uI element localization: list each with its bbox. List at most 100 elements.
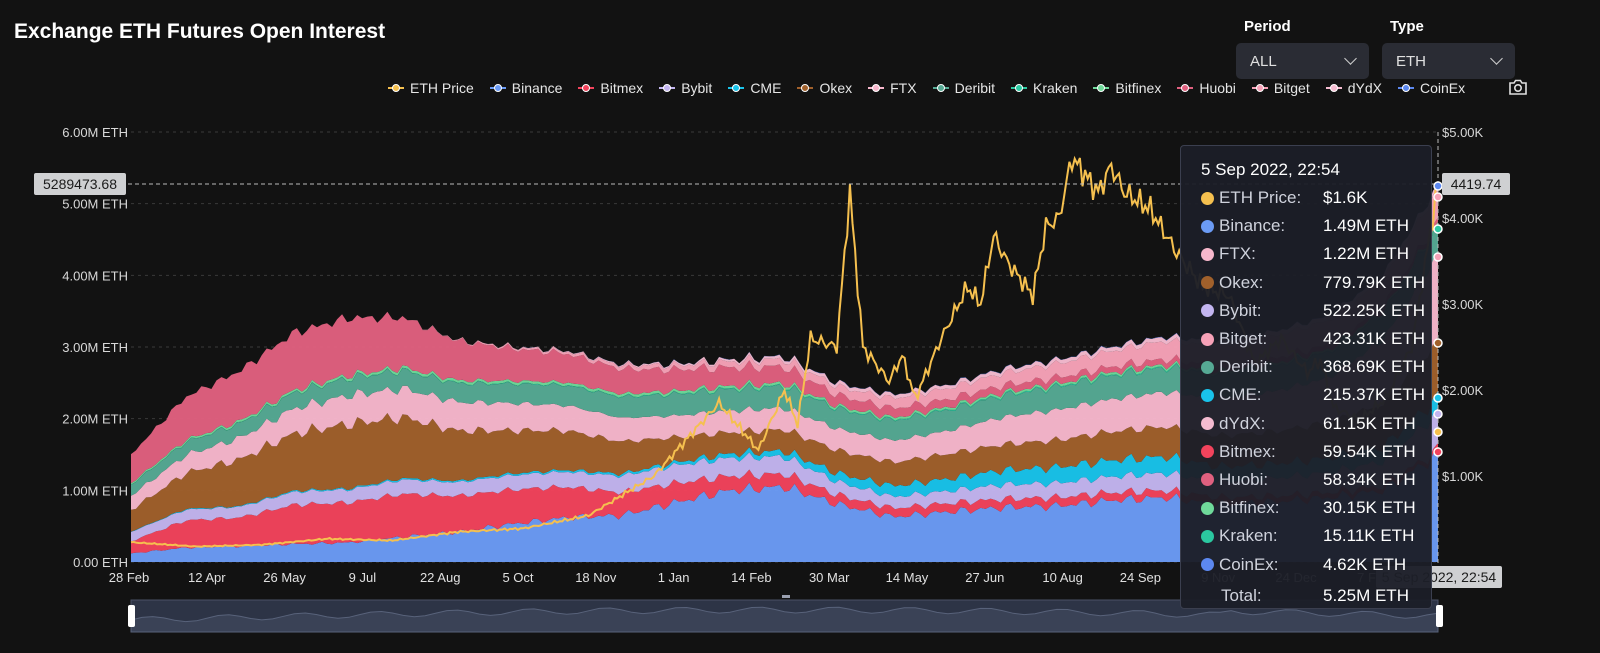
tooltip-row-name: Bitfinex:	[1219, 498, 1280, 518]
tooltip-row: dYdX: 61.15K ETH	[1201, 410, 1431, 438]
tooltip-row-value: 1.49M ETH	[1323, 216, 1409, 236]
legend-swatch	[1251, 83, 1268, 93]
legend-label: ETH Price	[410, 80, 474, 96]
tooltip-row-name: dYdX:	[1219, 413, 1266, 433]
y2-tick-label: $3.00K	[1442, 297, 1484, 312]
series-end-marker	[1433, 447, 1443, 457]
tooltip-row-value: 4.62K ETH	[1323, 554, 1407, 574]
legend-item-kraken[interactable]: Kraken	[1011, 80, 1077, 96]
tooltip-date: 5 Sep 2022, 22:54	[1201, 160, 1340, 179]
legend-label: CoinEx	[1419, 80, 1466, 96]
area-huobi	[131, 217, 1438, 484]
navigator-grip-icon	[782, 595, 790, 598]
y-tick-label: 1.00M ETH	[62, 483, 128, 498]
x-tick-label: 9 Jul	[349, 570, 377, 585]
tooltip-row-value: 1.22M ETH	[1323, 244, 1409, 264]
legend-swatch	[1325, 83, 1342, 93]
legend-item-bitmex[interactable]: Bitmex	[578, 80, 643, 96]
tooltip-row-name: Huobi:	[1219, 469, 1269, 489]
y-tick-label: 5.00M ETH	[62, 197, 128, 212]
x-tick-label: 12 Apr	[188, 570, 226, 585]
tooltip-row: Binance: 1.49M ETH	[1201, 212, 1431, 240]
legend-item-eth-price[interactable]: ETH Price	[388, 80, 474, 96]
series-end-marker	[1433, 338, 1443, 348]
type-select[interactable]: ETH	[1382, 43, 1515, 79]
tooltip-row: Bybit: 522.25K ETH	[1201, 297, 1431, 325]
x-tick-label: 10 Aug	[1042, 570, 1083, 585]
series-end-marker	[1433, 409, 1443, 419]
camera-icon[interactable]	[1508, 78, 1528, 96]
tooltip-total-value: 5.25M ETH	[1323, 585, 1409, 605]
legend-item-coinex[interactable]: CoinEx	[1397, 80, 1466, 96]
navigator-sparkline	[130, 606, 1439, 633]
legend-swatch	[1177, 83, 1194, 93]
legend-label: Bitget	[1273, 80, 1310, 96]
legend-item-bitfinex[interactable]: Bitfinex	[1093, 80, 1161, 96]
area-okex	[131, 336, 1438, 532]
type-label: Type	[1390, 18, 1424, 35]
legend-item-ftx[interactable]: FTX	[868, 80, 917, 96]
legend-item-cme[interactable]: CME	[728, 80, 781, 96]
tooltip-dot	[1201, 388, 1214, 402]
y2-tick-label: $4.00K	[1442, 211, 1484, 226]
area-cme	[131, 391, 1438, 532]
tooltip-dot	[1201, 473, 1214, 487]
tooltip-dot	[1201, 360, 1214, 374]
tooltip-row-value: 522.25K ETH	[1323, 300, 1426, 320]
y-tick-label: 6.00M ETH	[62, 125, 128, 140]
legend-swatch	[728, 83, 745, 93]
tooltip-row-name: Okex:	[1219, 272, 1264, 292]
tooltip-dot	[1201, 276, 1214, 290]
tooltip-row-name: Kraken:	[1219, 526, 1278, 546]
type-value: ETH	[1396, 52, 1426, 70]
x-tick-label: 1 Jan	[658, 570, 690, 585]
x-tick-label: 5 Oct	[502, 570, 533, 585]
legend-item-huobi[interactable]: Huobi	[1177, 80, 1236, 96]
tooltip-row: Bitget: 423.31K ETH	[1201, 325, 1431, 353]
tooltip-row-value: 368.69K ETH	[1323, 357, 1426, 377]
y-tick-label: 4.00M ETH	[62, 268, 128, 283]
series-end-marker	[1433, 192, 1443, 202]
tooltip-row-value: 61.15K ETH	[1323, 413, 1416, 433]
tooltip-row-name: Bitget:	[1219, 329, 1268, 349]
legend-item-dydx[interactable]: dYdX	[1325, 80, 1382, 96]
area-bybit	[131, 407, 1438, 542]
x-tick-label: 28 Feb	[109, 570, 149, 585]
x-tick-label: 30 Mar	[809, 570, 850, 585]
crosshair-y-badge: 5289473.68	[34, 173, 126, 195]
period-control: Period ALL	[1236, 18, 1369, 79]
y2-tick-label: $2.00K	[1442, 383, 1484, 398]
navigator-left-handle[interactable]	[128, 605, 135, 627]
tooltip-row-name: CME:	[1219, 385, 1262, 405]
legend-label: Huobi	[1199, 80, 1236, 96]
tooltip-row-name: FTX:	[1219, 244, 1256, 264]
legend-item-okex[interactable]: Okex	[797, 80, 852, 96]
series-end-marker	[1433, 224, 1443, 234]
tooltip-dot	[1201, 304, 1214, 318]
tooltip-row-name: Deribit:	[1219, 357, 1273, 377]
navigator-right-handle[interactable]	[1436, 605, 1443, 627]
tooltip-dot	[1201, 558, 1214, 572]
chart-legend: ETH Price Binance Bitmex Bybit CME Okex FTX Der…	[388, 80, 1481, 96]
period-select[interactable]: ALL	[1236, 43, 1369, 79]
y-tick-label: 0.00 ETH	[73, 555, 128, 570]
tooltip-row: ETH Price: $1.6K	[1201, 184, 1431, 212]
legend-label: dYdX	[1347, 80, 1382, 96]
legend-item-bybit[interactable]: Bybit	[659, 80, 712, 96]
legend-swatch	[489, 83, 506, 93]
series-end-marker	[1433, 181, 1443, 191]
tooltip-row: CoinEx: 4.62K ETH	[1201, 550, 1431, 578]
legend-item-binance[interactable]: Binance	[489, 80, 562, 96]
x-tick-label: 14 May	[886, 570, 929, 585]
legend-label: FTX	[890, 80, 917, 96]
tooltip-dot	[1201, 332, 1214, 346]
legend-label: Kraken	[1033, 80, 1078, 96]
legend-item-deribit[interactable]: Deribit	[932, 80, 995, 96]
legend-item-bitget[interactable]: Bitget	[1251, 80, 1310, 96]
y-tick-label: 3.00M ETH	[62, 340, 128, 355]
tooltip-row-name: Binance:	[1219, 216, 1286, 236]
chart-title: Exchange ETH Futures Open Interest	[14, 20, 386, 43]
tooltip-row: Huobi: 58.34K ETH	[1201, 466, 1431, 494]
period-label: Period	[1244, 18, 1291, 35]
